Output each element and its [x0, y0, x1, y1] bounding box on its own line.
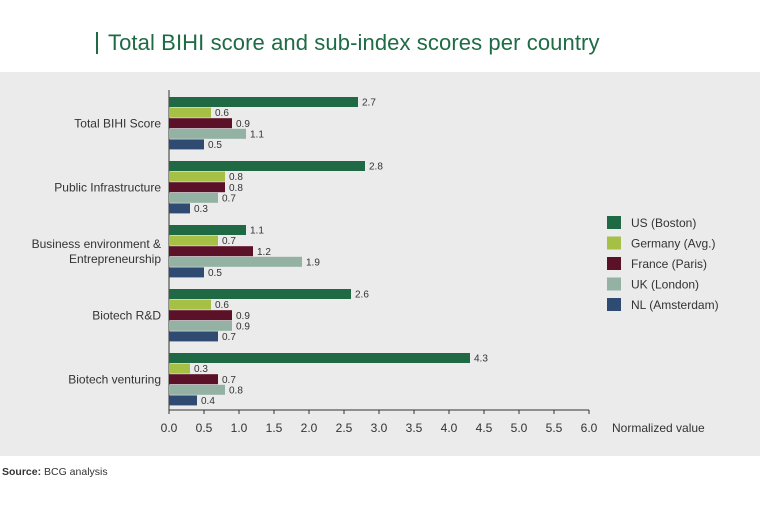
- source-text: BCG analysis: [44, 466, 108, 478]
- legend-label: NL (Amsterdam): [631, 298, 719, 312]
- chart-panel: [0, 72, 760, 456]
- bar: [169, 107, 211, 118]
- category-label: Biotech R&D: [92, 309, 161, 323]
- x-tick-label: 0.0: [161, 421, 178, 435]
- bar: [169, 225, 246, 235]
- data-label: 0.7: [222, 236, 236, 247]
- bar: [169, 310, 232, 321]
- bar: [169, 384, 225, 395]
- bar: [169, 97, 358, 107]
- data-label: 1.9: [306, 257, 320, 268]
- bar: [169, 139, 204, 150]
- category-label: Entrepreneurship: [69, 252, 161, 266]
- x-tick-label: 5.0: [511, 421, 528, 435]
- bar: [169, 128, 246, 139]
- x-tick-label: 4.5: [476, 421, 493, 435]
- source-note: Source: BCG analysis: [2, 466, 108, 478]
- data-label: 0.5: [208, 268, 222, 279]
- x-tick-label: 1.5: [266, 421, 283, 435]
- data-label: 0.8: [229, 172, 243, 183]
- data-label: 0.9: [236, 311, 250, 322]
- bar: [169, 182, 225, 193]
- data-label: 0.9: [236, 119, 250, 130]
- data-label: 1.1: [250, 129, 264, 140]
- category-label: Public Infrastructure: [54, 181, 161, 195]
- x-tick-label: 1.0: [231, 421, 248, 435]
- data-label: 2.7: [362, 98, 376, 109]
- source-label: Source:: [2, 466, 42, 478]
- data-label: 4.3: [474, 354, 488, 365]
- data-label: 0.9: [236, 321, 250, 332]
- bar: [169, 395, 197, 406]
- data-label: 0.4: [201, 396, 215, 407]
- bar: [169, 320, 232, 331]
- legend-swatch: [607, 277, 621, 291]
- bar: [169, 289, 351, 299]
- data-label: 0.3: [194, 364, 208, 375]
- bar-chart: 0.0 0.5 1.0 1.5 2.0 2.5 3.0 3.5 4.0 4.5 5.0 5.5 6.0 N…: [32, 90, 719, 435]
- x-tick-label: 5.5: [546, 421, 563, 435]
- category-label: Total BIHI Score: [74, 117, 161, 131]
- bar: [169, 353, 470, 363]
- title-divider: [96, 32, 98, 54]
- bar: [169, 118, 232, 129]
- legend-label: UK (London): [631, 278, 699, 292]
- legend-swatch: [607, 216, 621, 229]
- x-tick-label: 2.5: [336, 421, 353, 435]
- chart-title: Total BIHI score and sub-index scores pe…: [108, 30, 600, 55]
- x-tick-label: 2.0: [301, 421, 318, 435]
- data-label: 2.6: [355, 290, 369, 301]
- legend-swatch: [607, 257, 621, 270]
- bar: [169, 256, 302, 267]
- data-label: 1.1: [250, 226, 264, 237]
- bar: [169, 203, 190, 214]
- bar: [169, 246, 253, 257]
- bar: [169, 171, 225, 182]
- category-label: Biotech venturing: [68, 373, 161, 387]
- title-bar: Total BIHI score and sub-index scores pe…: [96, 30, 600, 56]
- x-tick-label: 0.5: [196, 421, 213, 435]
- data-label: 0.5: [208, 140, 222, 151]
- data-label: 1.2: [257, 247, 271, 258]
- x-axis-label: Normalized value: [612, 421, 705, 435]
- bar: [169, 374, 218, 385]
- data-label: 0.8: [229, 385, 243, 396]
- bar: [169, 161, 365, 171]
- data-label: 0.8: [229, 183, 243, 194]
- data-label: 0.7: [222, 332, 236, 343]
- legend-label: Germany (Avg.): [631, 237, 715, 251]
- x-tick-label: 3.5: [406, 421, 423, 435]
- data-label: 2.8: [369, 162, 383, 173]
- legend-swatch: [607, 298, 621, 311]
- bar: [169, 192, 218, 203]
- data-label: 0.7: [222, 193, 236, 204]
- x-tick-label: 3.0: [371, 421, 388, 435]
- data-label: 0.6: [215, 300, 229, 311]
- bar: [169, 267, 204, 278]
- category-label: Business environment &: [32, 237, 161, 251]
- bar: [169, 363, 190, 374]
- legend-label: France (Paris): [631, 257, 707, 271]
- bar: [169, 235, 218, 246]
- data-label: 0.3: [194, 204, 208, 215]
- legend-swatch: [607, 236, 621, 250]
- data-label: 0.6: [215, 108, 229, 119]
- bar: [169, 331, 218, 342]
- x-tick-label: 4.0: [441, 421, 458, 435]
- x-tick-label: 6.0: [581, 421, 598, 435]
- bar: [169, 299, 211, 310]
- legend-label: US (Boston): [631, 216, 696, 230]
- data-label: 0.7: [222, 375, 236, 386]
